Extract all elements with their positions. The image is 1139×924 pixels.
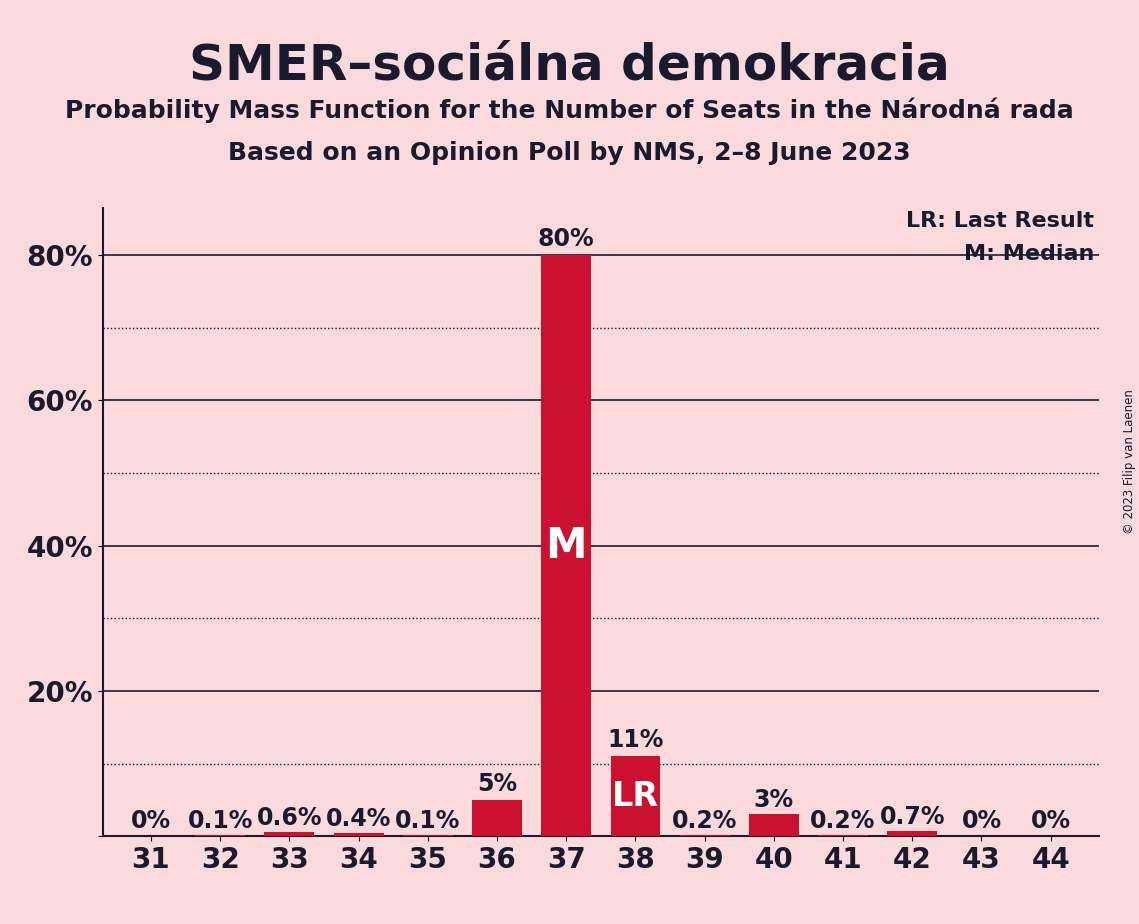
Text: 5%: 5%: [477, 772, 517, 796]
Bar: [749, 814, 798, 836]
Text: 0.1%: 0.1%: [395, 809, 460, 833]
Text: 0%: 0%: [1031, 809, 1071, 833]
Text: M: Median: M: Median: [964, 244, 1095, 263]
Bar: [264, 832, 314, 836]
Text: SMER–sociálna demokracia: SMER–sociálna demokracia: [189, 42, 950, 90]
Text: 0.7%: 0.7%: [879, 805, 945, 829]
Text: © 2023 Filip van Laenen: © 2023 Filip van Laenen: [1123, 390, 1136, 534]
Text: 0.1%: 0.1%: [188, 809, 253, 833]
Text: 11%: 11%: [607, 728, 664, 752]
Text: Probability Mass Function for the Number of Seats in the Národná rada: Probability Mass Function for the Number…: [65, 97, 1074, 123]
Text: 0%: 0%: [961, 809, 1001, 833]
Text: LR: LR: [612, 780, 659, 813]
Text: 0.2%: 0.2%: [810, 808, 876, 833]
Text: 0%: 0%: [131, 809, 171, 833]
Text: 0.2%: 0.2%: [672, 808, 737, 833]
Text: 0.4%: 0.4%: [326, 808, 392, 831]
Text: Based on an Opinion Poll by NMS, 2–8 June 2023: Based on an Opinion Poll by NMS, 2–8 Jun…: [228, 141, 911, 165]
Bar: [541, 255, 591, 836]
Bar: [887, 831, 937, 836]
Text: LR: Last Result: LR: Last Result: [907, 211, 1095, 231]
Bar: [611, 757, 661, 836]
Bar: [334, 833, 384, 836]
Bar: [472, 800, 522, 836]
Bar: [818, 834, 868, 836]
Text: M: M: [546, 525, 587, 566]
Text: 80%: 80%: [538, 226, 595, 250]
Bar: [680, 834, 730, 836]
Text: 0.6%: 0.6%: [256, 806, 322, 830]
Text: 3%: 3%: [754, 788, 794, 812]
